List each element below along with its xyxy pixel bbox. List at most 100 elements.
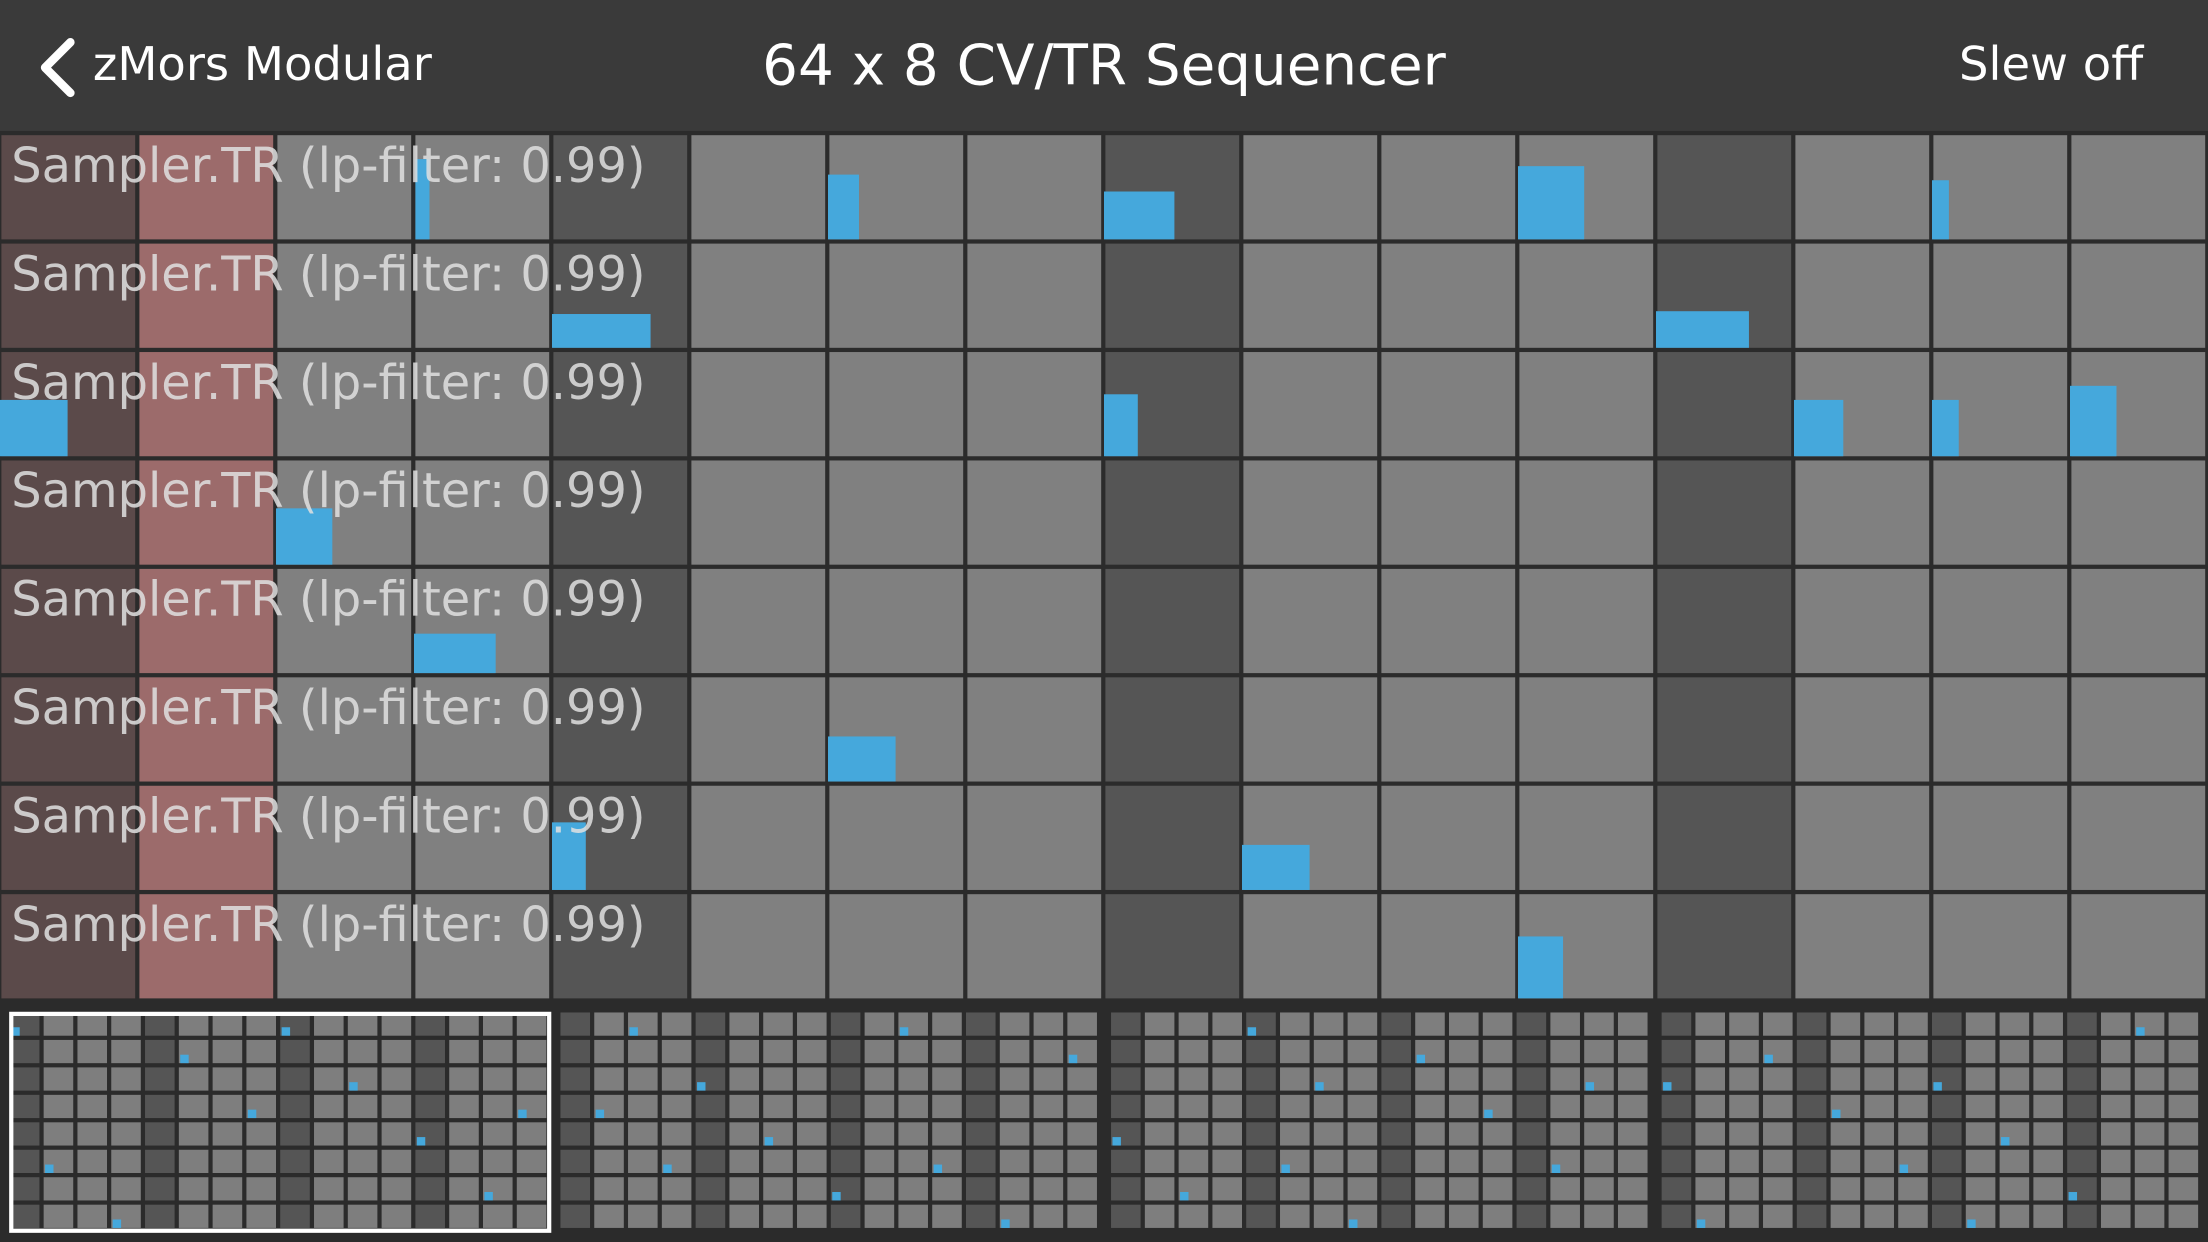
step-cell[interactable] xyxy=(553,894,688,999)
step-cell[interactable] xyxy=(1933,135,2068,240)
step-cell[interactable] xyxy=(1243,243,1378,348)
step-cell[interactable] xyxy=(139,352,274,457)
step-cell[interactable] xyxy=(415,894,550,999)
step-cell[interactable] xyxy=(1933,568,2068,674)
step-cell[interactable] xyxy=(1,243,136,348)
step-cell[interactable] xyxy=(1657,677,1792,782)
step-cell[interactable] xyxy=(1,568,136,674)
step-cell[interactable] xyxy=(1657,135,1792,240)
step-cell[interactable] xyxy=(1381,568,1516,674)
step-cell[interactable] xyxy=(1243,677,1378,782)
step-cell[interactable] xyxy=(2071,243,2206,348)
step-cell[interactable] xyxy=(139,460,274,565)
step-cell[interactable] xyxy=(2071,568,2206,674)
step-cell[interactable] xyxy=(829,894,964,999)
step-cell[interactable] xyxy=(1657,352,1792,457)
step-cell[interactable] xyxy=(2071,135,2206,240)
step-cell[interactable] xyxy=(1933,677,2068,782)
step-cell[interactable] xyxy=(691,352,826,457)
step-cell[interactable] xyxy=(1657,460,1792,565)
step-cell[interactable] xyxy=(1381,352,1516,457)
step-cell[interactable] xyxy=(277,894,412,999)
step-cell[interactable] xyxy=(829,568,964,674)
step-cell[interactable] xyxy=(1657,894,1792,999)
step-cell[interactable] xyxy=(1381,243,1516,348)
step-cell[interactable] xyxy=(967,243,1102,348)
step-cell[interactable] xyxy=(1795,568,1930,674)
step-cell[interactable] xyxy=(829,243,964,348)
step-cell[interactable] xyxy=(967,785,1102,890)
step-cell[interactable] xyxy=(691,894,826,999)
slew-button[interactable]: Slew off xyxy=(1959,37,2144,91)
step-cell[interactable] xyxy=(553,135,688,240)
step-cell[interactable] xyxy=(1933,243,2068,348)
step-cell[interactable] xyxy=(691,677,826,782)
step-cell[interactable] xyxy=(691,568,826,674)
step-cell[interactable] xyxy=(1519,460,1654,565)
back-button[interactable]: zMors Modular xyxy=(40,37,433,98)
step-cell[interactable] xyxy=(1,677,136,782)
step-cell[interactable] xyxy=(967,677,1102,782)
back-label[interactable]: zMors Modular xyxy=(93,37,433,91)
step-cell[interactable] xyxy=(829,785,964,890)
step-cell[interactable] xyxy=(1381,677,1516,782)
step-cell[interactable] xyxy=(1,785,136,890)
step-cell[interactable] xyxy=(553,460,688,565)
step-cell[interactable] xyxy=(1657,785,1792,890)
step-cell[interactable] xyxy=(1105,568,1240,674)
step-cell[interactable] xyxy=(1,135,136,240)
step-cell[interactable] xyxy=(829,460,964,565)
step-cell[interactable] xyxy=(277,243,412,348)
step-cell[interactable] xyxy=(691,460,826,565)
step-cell[interactable] xyxy=(1243,460,1378,565)
step-cell[interactable] xyxy=(1,894,136,999)
step-cell[interactable] xyxy=(1795,785,1930,890)
step-cell[interactable] xyxy=(139,568,274,674)
step-cell[interactable] xyxy=(1105,785,1240,890)
step-cell[interactable] xyxy=(967,894,1102,999)
step-cell[interactable] xyxy=(415,135,550,240)
step-cell[interactable] xyxy=(691,135,826,240)
step-cell[interactable] xyxy=(1243,568,1378,674)
step-cell[interactable] xyxy=(1795,243,1930,348)
step-cell[interactable] xyxy=(415,677,550,782)
step-cell[interactable] xyxy=(1381,785,1516,890)
step-cell[interactable] xyxy=(277,568,412,674)
step-cell[interactable] xyxy=(1105,677,1240,782)
step-cell[interactable] xyxy=(415,460,550,565)
step-cell[interactable] xyxy=(2071,460,2206,565)
step-cell[interactable] xyxy=(1519,243,1654,348)
step-cell[interactable] xyxy=(1519,568,1654,674)
step-cell[interactable] xyxy=(277,785,412,890)
step-cell[interactable] xyxy=(691,785,826,890)
step-cell[interactable] xyxy=(1105,243,1240,348)
step-cell[interactable] xyxy=(1381,460,1516,565)
step-cell[interactable] xyxy=(2071,677,2206,782)
step-cell[interactable] xyxy=(691,243,826,348)
step-cell[interactable] xyxy=(553,677,688,782)
overview-page[interactable] xyxy=(1111,1012,1648,1228)
step-cell[interactable] xyxy=(1,460,136,565)
step-cell[interactable] xyxy=(967,568,1102,674)
step-cell[interactable] xyxy=(277,352,412,457)
step-cell[interactable] xyxy=(1933,460,2068,565)
step-cell[interactable] xyxy=(967,352,1102,457)
step-cell[interactable] xyxy=(1519,352,1654,457)
step-cell[interactable] xyxy=(553,352,688,457)
step-cell[interactable] xyxy=(139,135,274,240)
step-cell[interactable] xyxy=(1381,894,1516,999)
step-cell[interactable] xyxy=(1795,135,1930,240)
step-cell[interactable] xyxy=(1519,785,1654,890)
step-cell[interactable] xyxy=(277,135,412,240)
step-cell[interactable] xyxy=(277,677,412,782)
step-cell[interactable] xyxy=(553,568,688,674)
overview-page[interactable] xyxy=(9,1011,552,1233)
step-cell[interactable] xyxy=(1243,894,1378,999)
step-cell[interactable] xyxy=(139,677,274,782)
step-cell[interactable] xyxy=(2071,785,2206,890)
step-cell[interactable] xyxy=(1243,352,1378,457)
step-cell[interactable] xyxy=(139,894,274,999)
step-cell[interactable] xyxy=(1933,894,2068,999)
step-cell[interactable] xyxy=(1795,460,1930,565)
step-cell[interactable] xyxy=(1657,568,1792,674)
